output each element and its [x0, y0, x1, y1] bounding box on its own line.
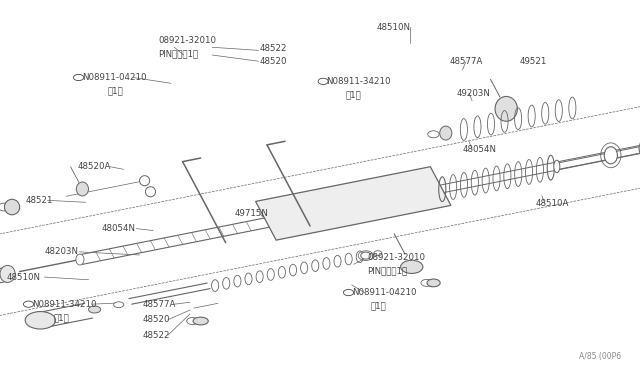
Text: 〈1〉: 〈1〉: [108, 87, 124, 96]
Text: PINビン（1）: PINビン（1）: [367, 267, 408, 276]
Text: 48520: 48520: [260, 58, 287, 67]
Ellipse shape: [361, 252, 371, 259]
Ellipse shape: [88, 306, 100, 313]
Text: 48577A: 48577A: [450, 58, 483, 67]
Ellipse shape: [554, 160, 560, 173]
Ellipse shape: [440, 126, 452, 140]
Text: 48054N: 48054N: [101, 224, 136, 233]
Text: 08921-32010: 08921-32010: [367, 253, 426, 262]
Text: 48510N: 48510N: [377, 23, 411, 32]
Ellipse shape: [114, 302, 124, 308]
Text: N08911-04210: N08911-04210: [352, 288, 416, 297]
Text: 48577A: 48577A: [143, 300, 176, 309]
Text: 〈1〉: 〈1〉: [346, 90, 361, 99]
Ellipse shape: [76, 254, 84, 265]
Text: 48522: 48522: [260, 44, 287, 53]
Text: PINビン（1）: PINビン（1）: [159, 50, 198, 59]
Ellipse shape: [401, 260, 423, 273]
Ellipse shape: [427, 279, 440, 287]
Ellipse shape: [4, 199, 20, 215]
Ellipse shape: [140, 176, 150, 186]
Polygon shape: [255, 167, 451, 240]
Text: 48520A: 48520A: [77, 162, 111, 171]
Text: 48203N: 48203N: [44, 247, 78, 256]
Ellipse shape: [193, 317, 208, 325]
Text: N08911-34210: N08911-34210: [32, 300, 96, 309]
Ellipse shape: [374, 251, 382, 256]
Text: N08911-04210: N08911-04210: [83, 73, 147, 82]
Text: 48510N: 48510N: [6, 273, 40, 282]
Text: N08911-34210: N08911-34210: [326, 77, 391, 86]
Text: A/85 (00P6: A/85 (00P6: [579, 352, 621, 361]
Text: 49715N: 49715N: [234, 209, 268, 218]
Ellipse shape: [495, 96, 517, 121]
Text: 〈1〉: 〈1〉: [54, 313, 70, 322]
Text: 〈1〉: 〈1〉: [371, 302, 387, 311]
Text: 48520: 48520: [143, 315, 170, 324]
Ellipse shape: [0, 265, 15, 282]
Text: 48522: 48522: [143, 331, 170, 340]
Text: 08921-32010: 08921-32010: [159, 36, 216, 45]
Text: 48521: 48521: [26, 196, 53, 205]
Ellipse shape: [604, 147, 618, 164]
Text: 48510A: 48510A: [536, 199, 569, 208]
Ellipse shape: [145, 187, 156, 197]
Ellipse shape: [25, 312, 56, 329]
Text: 49521: 49521: [520, 58, 547, 67]
Text: 49203N: 49203N: [456, 89, 490, 97]
Ellipse shape: [76, 182, 88, 196]
Ellipse shape: [639, 138, 640, 158]
Text: 48054N: 48054N: [463, 145, 497, 154]
